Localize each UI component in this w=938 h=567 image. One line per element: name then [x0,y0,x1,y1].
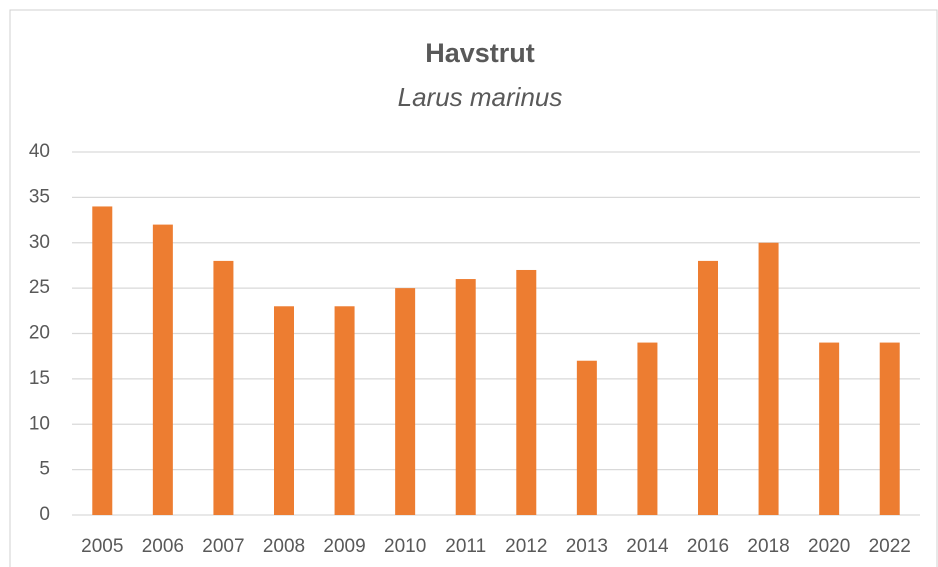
bar [516,269,537,515]
bar [395,288,416,515]
x-tick-label: 2007 [202,536,244,557]
bar [637,342,658,515]
x-tick-label: 2012 [505,536,547,557]
x-tick-label: 2013 [566,536,608,557]
bar [576,360,597,515]
x-tick-label: 2014 [626,536,669,557]
x-tick-label: 2006 [142,536,184,557]
bar [698,260,718,515]
bar [213,260,234,515]
y-tick-label: 5 [39,459,50,480]
y-tick-label: 35 [29,186,50,207]
bar [758,242,779,515]
bar [879,342,900,515]
x-tick-label: 2008 [263,536,305,557]
bar [819,342,840,515]
y-tick-label: 25 [29,277,50,298]
x-tick-label: 2020 [808,536,850,557]
x-tick-label: 2011 [445,536,486,557]
y-tick-label: 15 [29,368,50,389]
x-tick-label: 2016 [687,536,729,557]
bar [92,206,113,515]
x-tick-label: 2018 [747,536,789,557]
bar [334,306,355,515]
y-tick-label: 0 [39,504,50,525]
bar [274,306,294,515]
y-tick-label: 20 [29,323,50,344]
chart-title: Havstrut [425,38,535,68]
x-tick-label: 2009 [323,536,365,557]
x-tick-label: 2022 [869,536,911,557]
bar [455,279,476,515]
bar [152,224,173,515]
x-tick-label: 2010 [384,536,426,557]
y-tick-label: 40 [29,141,50,162]
y-tick-label: 10 [29,413,50,434]
x-tick-label: 2005 [81,536,123,557]
y-tick-label: 30 [29,232,50,253]
chart-subtitle: Larus marinus [398,82,563,112]
